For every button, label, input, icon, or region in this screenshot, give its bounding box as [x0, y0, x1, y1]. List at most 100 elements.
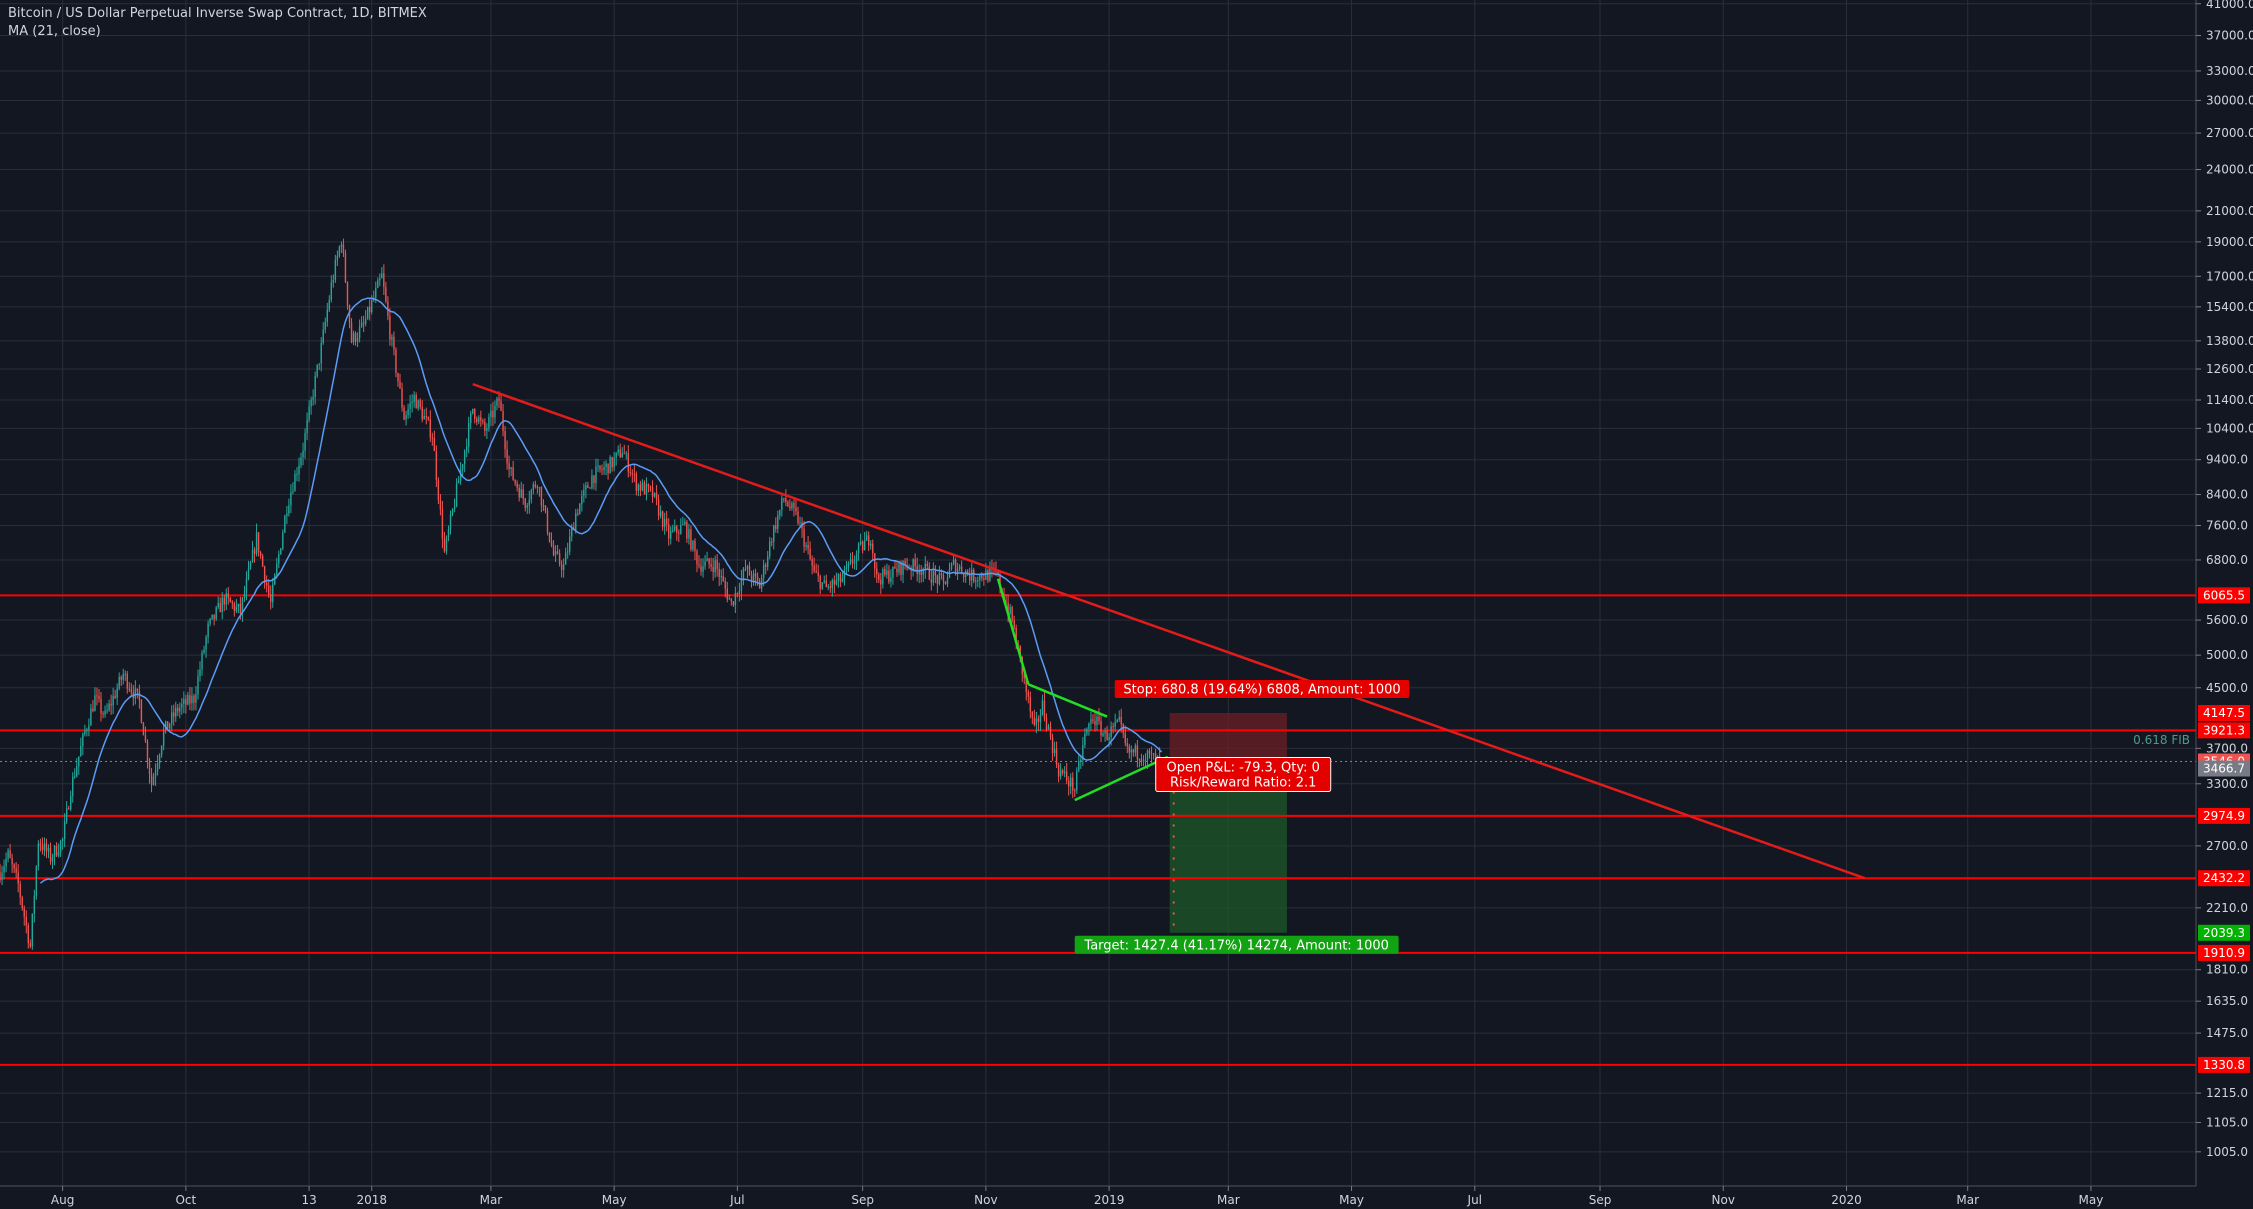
candle-body: [692, 540, 694, 550]
candle-body: [433, 437, 436, 452]
candle-body: [799, 522, 801, 524]
candle-body: [928, 566, 931, 580]
candle-body: [342, 244, 345, 254]
candle-body: [292, 491, 294, 493]
candle-body: [922, 570, 924, 575]
time-axis: Aug Oct 13 2018 Mar May Jul Sep Nov 2019 Mar May Jul…: [51, 1186, 2103, 1207]
candle-body: [221, 597, 223, 613]
candle-body: [655, 492, 658, 500]
candle-body: [421, 407, 423, 420]
price-tick-label: 1215.0: [2206, 1086, 2248, 1100]
candle-body: [415, 395, 417, 409]
candle-body: [67, 808, 70, 810]
price-tick-label: 6800.0: [2206, 553, 2248, 567]
price-tick-label: 12600.0: [2206, 362, 2253, 376]
candle-body: [1055, 749, 1058, 765]
candle-body: [781, 498, 783, 510]
candle-body: [1088, 723, 1090, 729]
candle-body: [429, 419, 432, 438]
candle-body: [744, 568, 747, 570]
candle-body: [775, 525, 777, 529]
symbol-title: Bitcoin / US Dollar Perpetual Inverse Sw…: [8, 6, 427, 21]
candle-body: [813, 565, 815, 572]
candle-body: [890, 577, 892, 582]
candle-body: [898, 562, 900, 573]
candle-body: [199, 669, 201, 677]
candle-body: [322, 329, 324, 343]
candle-body: [90, 708, 92, 726]
candle-body: [21, 897, 23, 909]
candle-body: [213, 614, 215, 619]
target-label-box: [1074, 935, 1399, 954]
candle-body: [750, 575, 753, 581]
candle-body: [552, 545, 555, 556]
candle-body: [532, 484, 535, 491]
time-tick-label: Sep: [851, 1193, 874, 1207]
candle-body: [9, 850, 11, 858]
candle-body: [1057, 764, 1060, 777]
candle-body: [734, 592, 737, 606]
price-axis-panel: [2196, 0, 2253, 1209]
candle-body: [217, 603, 219, 608]
candle-body: [599, 465, 601, 470]
candle-body: [209, 618, 211, 624]
candle-body: [142, 722, 145, 736]
candle-body: [1086, 728, 1088, 734]
candle-body: [912, 559, 914, 571]
candle-body: [270, 594, 272, 603]
candle-body: [45, 843, 48, 852]
candle-body: [942, 575, 945, 582]
candle-body: [443, 538, 446, 552]
candle-body: [225, 593, 227, 605]
candle-body: [1080, 759, 1082, 762]
candle-body: [728, 598, 731, 600]
candle-body: [377, 280, 379, 288]
candle-body: [1102, 733, 1104, 736]
candle-body: [247, 568, 250, 579]
candle-body: [641, 482, 644, 491]
candle-body: [375, 287, 377, 298]
candle-body: [59, 841, 62, 853]
candle-body: [219, 603, 221, 613]
candle-body: [1033, 717, 1036, 725]
pattern-line: [996, 578, 1030, 685]
candle-body: [352, 333, 355, 343]
price-label-text: 2974.9: [2203, 809, 2245, 823]
candle-body: [379, 278, 381, 281]
candle-body: [983, 578, 985, 580]
candle-body: [987, 570, 989, 581]
candle-body: [740, 578, 743, 591]
candle-body: [1078, 761, 1080, 771]
candle-body: [631, 473, 634, 475]
candle-body: [924, 563, 926, 571]
candle-body: [17, 872, 19, 884]
candle-body: [1067, 780, 1070, 787]
candle-body: [528, 499, 531, 506]
candle-body: [730, 598, 733, 602]
candle-body: [694, 540, 696, 552]
grid: [0, 0, 2196, 1186]
candle-body: [27, 925, 29, 944]
candle-body: [88, 725, 90, 730]
candle-body: [381, 273, 383, 279]
candle-body: [364, 318, 367, 324]
candle-body: [789, 506, 791, 509]
price-label: 4147.5: [2198, 705, 2250, 722]
candle-body: [328, 299, 331, 310]
candle-body: [876, 568, 878, 575]
candle-body: [732, 601, 735, 606]
candle-body: [688, 529, 690, 539]
time-tick-label: Nov: [974, 1193, 997, 1207]
price-tick-label: 19000.0: [2206, 235, 2253, 249]
candle-body: [435, 451, 438, 481]
candle-body: [437, 480, 440, 501]
candle-body: [746, 566, 749, 570]
candle-body: [138, 691, 141, 701]
candle-body: [263, 566, 266, 583]
candle-body: [1146, 750, 1149, 760]
candle-body: [546, 511, 549, 533]
candle-body: [716, 560, 718, 569]
candle-body: [302, 450, 304, 458]
